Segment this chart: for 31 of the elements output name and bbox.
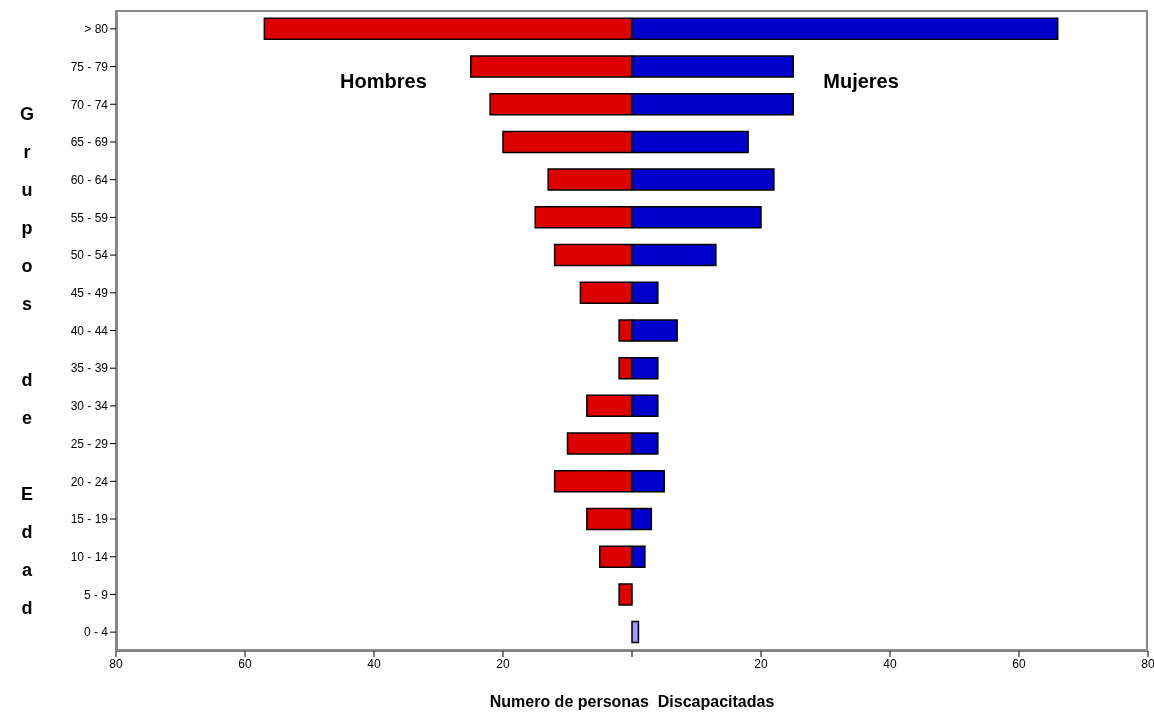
y-tick-label: 50 - 54: [70, 248, 109, 263]
y-tick-label: 35 - 39: [70, 361, 109, 376]
y-tick-label: 30 - 34: [70, 399, 109, 414]
x-tick-label: 60: [1012, 656, 1026, 671]
x-tick-label: 20: [754, 656, 768, 671]
y-tick-label: 15 - 19: [70, 512, 109, 527]
y-tick-label: 55 - 59: [70, 210, 109, 225]
x-tick-label: 20: [496, 656, 510, 671]
y-tick-label: 60 - 64: [70, 172, 109, 187]
y-tick-label: > 80: [84, 22, 109, 37]
series-label: Mujeres: [823, 70, 899, 94]
y-tick-label: 70 - 74: [70, 97, 109, 112]
x-tick-label: 60: [238, 656, 252, 671]
bar: [631, 620, 640, 644]
y-tick-label: 5 - 9: [83, 587, 109, 602]
y-tick-label: 45 - 49: [70, 286, 109, 301]
y-tick-label: 20 - 24: [70, 474, 109, 489]
y-tick-label: 0 - 4: [83, 625, 109, 640]
x-tick-label: 80: [109, 656, 123, 671]
y-axis-title: Grupos de Edad: [16, 104, 37, 636]
y-tick-label: 25 - 29: [70, 436, 109, 451]
x-tick-label: 40: [367, 656, 381, 671]
y-tick-label: 75 - 79: [70, 59, 109, 74]
y-tick-label: 40 - 44: [70, 323, 109, 338]
y-tick-label: 10 - 14: [70, 550, 109, 564]
x-tick-label: 40: [883, 656, 897, 671]
x-axis-title: Numero de personas Discapacitadas: [488, 693, 776, 711]
y-tick-label: 65 - 69: [70, 135, 109, 150]
bar: [618, 583, 633, 606]
series-label: Hombres: [340, 70, 427, 94]
x-tick-label: 80: [1141, 656, 1154, 671]
